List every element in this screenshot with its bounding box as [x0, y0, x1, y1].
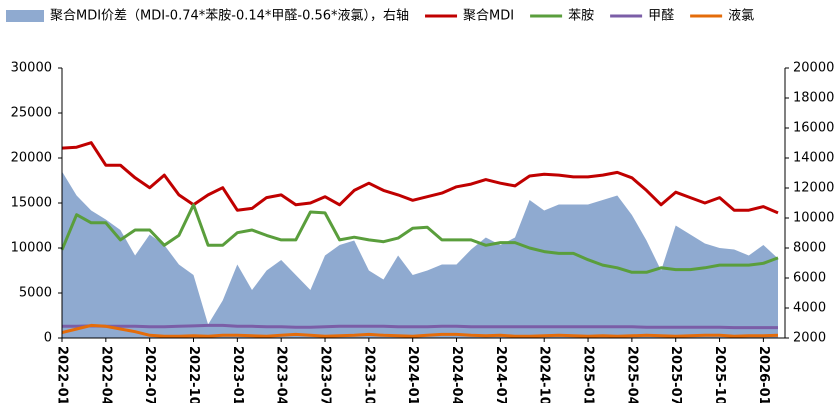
- y2-tick-label: 20000: [793, 61, 834, 76]
- legend-label: 液氯: [728, 9, 754, 24]
- legend-label: 聚合MDI: [463, 9, 514, 24]
- line-series: [62, 323, 778, 330]
- x-tick-label: 2022-07: [142, 346, 157, 403]
- y-tick-label: 25000: [11, 106, 52, 121]
- legend-label: 聚合MDI价差（MDI-0.74*苯胺-0.14*甲醛-0.56*液氯），右轴: [50, 8, 409, 24]
- y-tick-label: 30000: [11, 61, 52, 76]
- y2-tick-label: 16000: [793, 121, 834, 136]
- x-tick-label: 2022-01: [55, 346, 70, 403]
- y2-tick-label: 12000: [793, 181, 834, 196]
- x-tick-label: 2024-04: [449, 346, 464, 403]
- x-tick-label: 2025-10: [712, 346, 727, 403]
- x-tick-label: 2023-10: [361, 346, 376, 403]
- x-tick-label: 2024-01: [405, 346, 420, 403]
- y-tick-label: 5000: [19, 286, 52, 301]
- y2-tick-label: 18000: [793, 91, 834, 106]
- x-tick-label: 2023-01: [230, 346, 245, 403]
- x-tick-label: 2025-04: [624, 346, 639, 403]
- y2-tick-label: 4000: [793, 301, 826, 316]
- x-tick-label: 2024-07: [493, 346, 508, 403]
- line-series: [61, 141, 779, 215]
- x-tick-label: 2022-04: [98, 346, 113, 403]
- y2-tick-label: 2000: [793, 331, 826, 346]
- x-tick-label: 2023-04: [274, 346, 289, 403]
- x-tick-label: 2025-07: [668, 346, 683, 403]
- y2-tick-label: 8000: [793, 241, 826, 256]
- line-series: [60, 203, 779, 274]
- y2-tick-label: 14000: [793, 151, 834, 166]
- legend-label: 苯胺: [568, 9, 594, 24]
- x-tick-label: 2023-07: [318, 346, 333, 403]
- x-tick-label: 2022-10: [186, 346, 201, 403]
- y-tick-label: 15000: [11, 196, 52, 211]
- x-tick-label: 2024-10: [537, 346, 552, 403]
- x-tick-label: 2026-01: [756, 346, 771, 403]
- y-tick-label: 20000: [11, 151, 52, 166]
- x-tick-label: 2025-01: [581, 346, 596, 403]
- y-tick-label: 0: [44, 331, 52, 346]
- legend-swatch: [6, 10, 44, 22]
- legend-label: 甲醛: [648, 8, 674, 24]
- y-tick-label: 10000: [11, 241, 52, 256]
- y2-tick-label: 6000: [793, 271, 826, 286]
- area-series: [62, 171, 778, 338]
- line-series: [61, 323, 779, 338]
- y2-tick-label: 10000: [793, 211, 834, 226]
